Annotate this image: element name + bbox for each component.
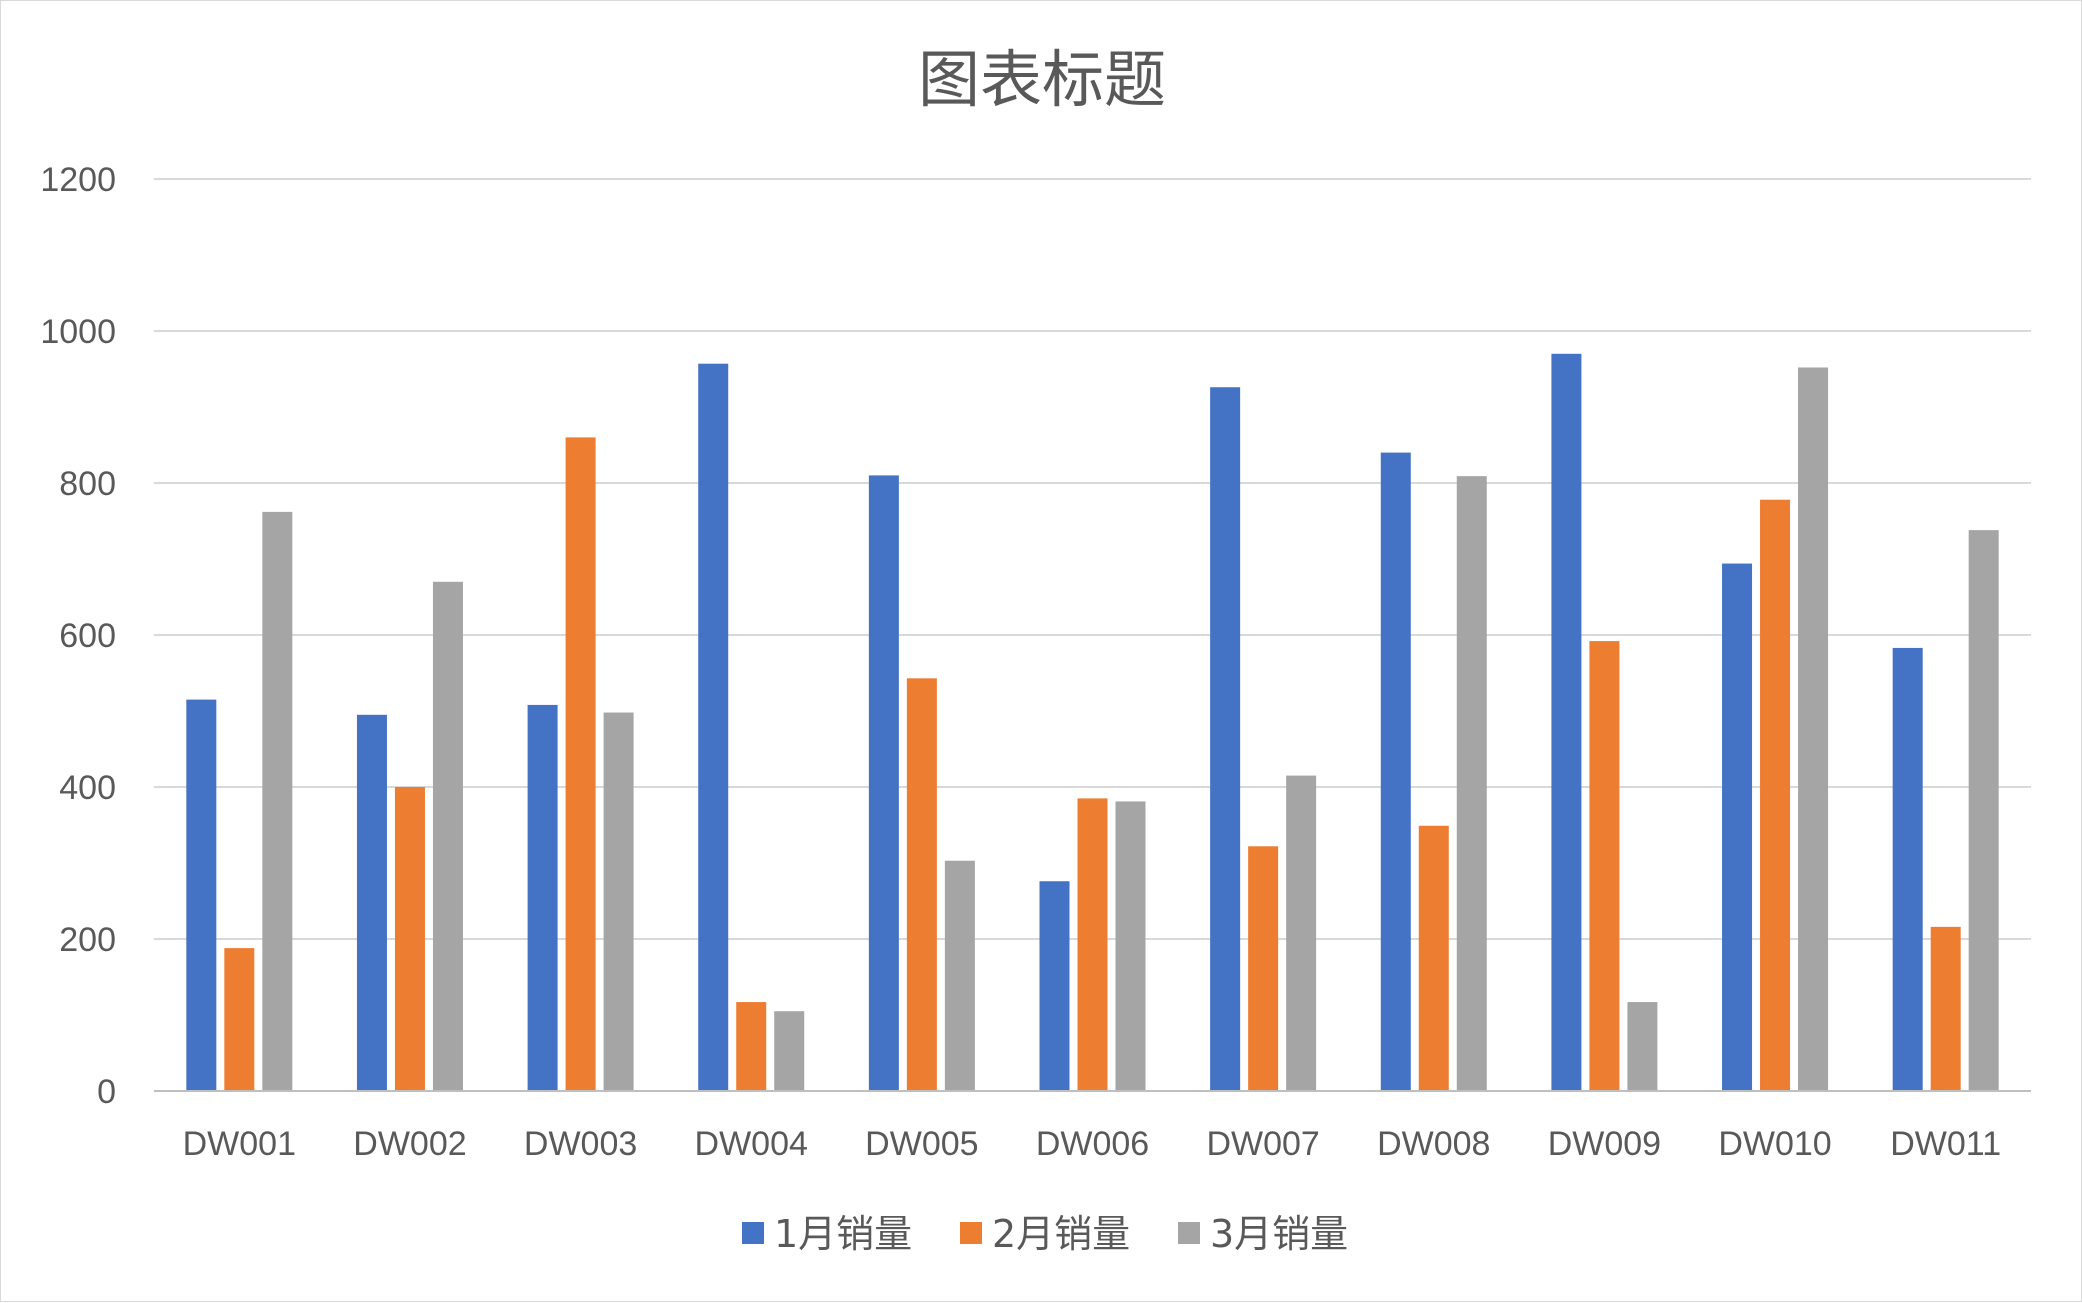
legend-swatch-1 [742, 1222, 764, 1244]
legend-label-2: 2月销量 [992, 1212, 1130, 1256]
bar-DW001-series-2 [224, 948, 255, 1091]
bar-DW008-series-3 [1456, 476, 1487, 1091]
bar-DW005-series-2 [906, 678, 937, 1091]
bar-DW006-series-2 [1077, 798, 1108, 1091]
x-tick-label: DW006 [1036, 1125, 1149, 1163]
y-tick-label: 400 [59, 769, 116, 807]
y-tick-label: 200 [59, 921, 116, 959]
bar-DW004-series-3 [774, 1011, 805, 1091]
bar-DW006-series-1 [1039, 881, 1070, 1091]
bar-DW008-series-1 [1380, 452, 1411, 1092]
gridlines [154, 178, 2031, 940]
bars [186, 353, 1999, 1092]
x-tick-label: DW009 [1548, 1125, 1661, 1163]
y-tick-label: 0 [97, 1073, 116, 1111]
x-tick-label: DW010 [1718, 1125, 1831, 1163]
bar-DW011-series-1 [1892, 647, 1923, 1091]
x-tick-label: DW007 [1206, 1125, 1319, 1163]
bar-DW002-series-2 [394, 787, 425, 1091]
bar-DW005-series-1 [868, 475, 899, 1091]
bar-DW005-series-3 [944, 860, 975, 1091]
bar-DW002-series-1 [356, 714, 387, 1091]
bar-DW011-series-2 [1930, 926, 1961, 1091]
chart-title: 图表标题 [918, 43, 1166, 116]
legend-label-1: 1月销量 [774, 1212, 912, 1256]
x-tick-label: DW005 [865, 1125, 978, 1163]
bar-DW001-series-1 [186, 699, 217, 1091]
bar-DW011-series-3 [1968, 530, 1999, 1091]
legend-swatch-3 [1178, 1222, 1200, 1244]
bar-DW004-series-2 [736, 1002, 767, 1091]
x-tick-label: DW004 [695, 1125, 808, 1163]
bar-DW006-series-3 [1115, 801, 1146, 1091]
x-tick-label: DW011 [1890, 1125, 2001, 1163]
bar-DW008-series-2 [1418, 825, 1449, 1091]
bar-DW007-series-1 [1210, 387, 1241, 1091]
bar-DW002-series-3 [432, 581, 463, 1091]
x-tick-label: DW001 [183, 1125, 296, 1163]
y-tick-label: 600 [59, 617, 116, 655]
bar-DW009-series-3 [1627, 1002, 1658, 1091]
bar-DW010-series-2 [1760, 499, 1791, 1092]
bar-DW003-series-3 [603, 712, 634, 1091]
x-axis-ticks: DW001 DW002 DW003 DW004 DW005 DW006 DW007 DW008… [183, 1125, 2001, 1163]
legend-swatch-2 [960, 1222, 982, 1244]
bar-DW009-series-1 [1551, 353, 1582, 1091]
x-tick-label: DW002 [353, 1125, 466, 1163]
x-tick-label: DW008 [1377, 1125, 1490, 1163]
y-tick-label: 1000 [40, 313, 116, 351]
bar-DW003-series-1 [527, 704, 558, 1091]
legend: 1月销量 2月销量 3月销量 [742, 1212, 1348, 1256]
legend-label-3: 3月销量 [1210, 1212, 1348, 1256]
bar-DW010-series-3 [1798, 367, 1829, 1092]
bar-DW001-series-3 [262, 511, 293, 1091]
bar-DW007-series-3 [1286, 775, 1317, 1091]
bar-DW004-series-1 [698, 363, 729, 1091]
bar-DW010-series-1 [1722, 563, 1753, 1091]
bar-DW009-series-2 [1589, 641, 1620, 1091]
x-tick-label: DW003 [524, 1125, 637, 1163]
bar-DW007-series-2 [1248, 846, 1279, 1091]
y-tick-label: 1200 [40, 161, 116, 199]
bar-DW003-series-2 [565, 437, 596, 1091]
y-tick-label: 800 [59, 465, 116, 503]
y-axis-ticks: 0 200 400 600 800 1000 1200 [40, 161, 116, 1111]
